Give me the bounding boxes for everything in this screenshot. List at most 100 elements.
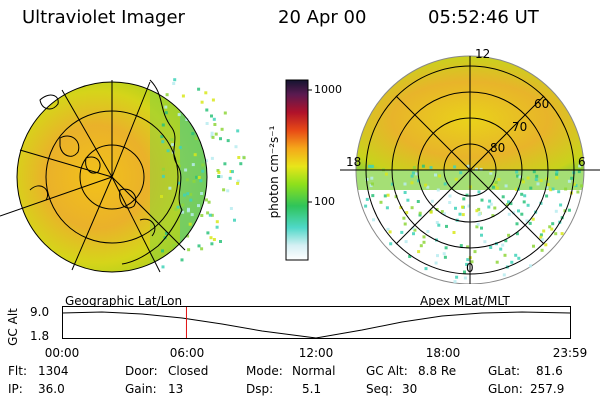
emission-speck [453, 165, 457, 169]
emission-speck [442, 252, 446, 256]
mlat-label-70: 70 [512, 120, 528, 134]
apex-polar-plot [340, 55, 600, 284]
emission-speck [188, 222, 192, 226]
emission-speck [434, 261, 438, 265]
emission-speck [190, 213, 194, 217]
door-value: Closed [168, 364, 209, 378]
emission-speck [480, 226, 483, 230]
emission-speck [422, 240, 426, 244]
emission-speck [434, 173, 437, 177]
emission-speck [535, 174, 539, 178]
emission-speck [483, 240, 487, 244]
ip-label: IP: [8, 382, 23, 396]
emission-speck [199, 179, 203, 183]
emission-speck [237, 156, 241, 159]
emission-speck [577, 170, 581, 174]
emission-speck [475, 209, 479, 213]
emission-speck [177, 113, 181, 117]
ip-value: 36.0 [38, 382, 65, 396]
emission-speck [168, 186, 172, 190]
emission-speck [429, 210, 433, 214]
emission-speck [523, 194, 527, 198]
mlat-mlt-grid [340, 56, 600, 284]
mlt-label-12: 12 [475, 47, 491, 61]
emission-speck [448, 194, 452, 198]
emission-speck [229, 207, 233, 210]
emission-speck [539, 235, 543, 239]
emission-speck [440, 210, 444, 214]
intensity-colorbar [285, 79, 312, 261]
timeline-y-min: 1.8 [30, 329, 50, 343]
emission-speck [181, 210, 185, 214]
emission-speck [491, 214, 495, 218]
emission-speck [214, 132, 218, 136]
emission-speck [164, 105, 168, 109]
emission-speck [223, 111, 227, 115]
emission-speck [478, 212, 482, 215]
emission-speck [206, 211, 210, 215]
colorbar-tick-100: 100 [314, 195, 335, 208]
geographic-auroral-image [0, 78, 246, 273]
emission-speck [489, 171, 493, 175]
emission-speck [462, 197, 466, 201]
emission-speck [466, 245, 470, 249]
emission-speck [226, 189, 230, 193]
emission-speck [368, 164, 372, 168]
emission-speck [531, 217, 535, 221]
timeline-tick-0: 00:00 [44, 346, 80, 360]
emission-speck [204, 91, 208, 95]
emission-speck [185, 118, 189, 121]
emission-speck [453, 280, 457, 284]
emission-speck [479, 167, 483, 171]
emission-speck [501, 195, 505, 199]
emission-speck [475, 225, 479, 229]
emission-speck [576, 190, 580, 194]
glat-value: 81.6 [536, 364, 563, 378]
emission-speck [570, 176, 574, 180]
emission-speck [215, 220, 219, 224]
emission-speck [480, 198, 484, 202]
emission-speck [210, 156, 214, 160]
emission-speck [488, 199, 492, 203]
timeline-tick-2: 12:00 [298, 346, 334, 360]
emission-speck [181, 203, 185, 207]
emission-speck [217, 171, 221, 174]
emission-speck [443, 182, 447, 186]
emission-speck [539, 233, 543, 237]
emission-speck [548, 225, 552, 229]
emission-speck [532, 170, 536, 174]
gc-alt-value: 8.8 Re [418, 364, 457, 378]
emission-speck [200, 214, 204, 217]
emission-speck [410, 174, 414, 178]
mlt-label-0: 0 [466, 261, 474, 275]
emission-speck [365, 197, 369, 201]
emission-speck [435, 221, 439, 224]
emission-speck [572, 182, 576, 186]
emission-speck [403, 222, 407, 226]
emission-speck [228, 176, 232, 180]
emission-speck [536, 182, 540, 186]
emission-speck [404, 240, 408, 244]
emission-speck [161, 167, 165, 171]
emission-speck [545, 194, 549, 198]
emission-speck [442, 212, 446, 216]
emission-speck [514, 253, 518, 257]
emission-speck [211, 135, 215, 139]
emission-speck [422, 235, 426, 239]
emission-speck [222, 188, 226, 192]
flt-label: Flt: [8, 364, 27, 378]
emission-speck [477, 207, 481, 211]
emission-speck [370, 182, 374, 186]
dsp-value: 5.1 [302, 382, 322, 396]
emission-speck [515, 170, 519, 174]
emission-speck [567, 179, 571, 183]
emission-speck [520, 212, 524, 216]
emission-speck [160, 195, 163, 198]
emission-speck [563, 209, 567, 213]
emission-speck [555, 176, 559, 180]
emission-speck [364, 204, 368, 208]
glon-value: 257.9 [530, 382, 565, 396]
image-time: 05:52:46 UT [428, 7, 539, 28]
emission-speck [385, 206, 389, 210]
door-label: Door: [125, 364, 158, 378]
